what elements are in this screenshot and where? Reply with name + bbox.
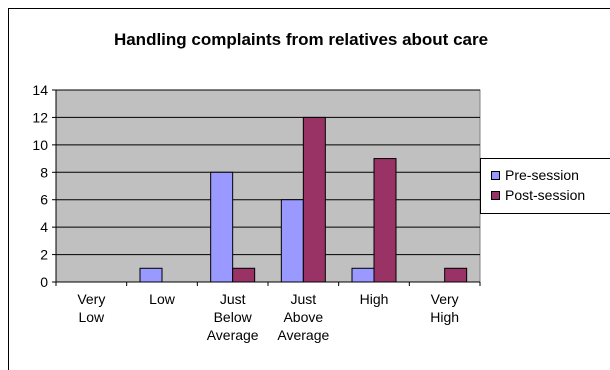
chart-legend: Pre-session Post-session	[480, 158, 610, 214]
legend-item-post-session: Post-session	[491, 187, 585, 203]
bar-post-session	[373, 158, 397, 283]
x-tick-label: High	[430, 309, 459, 325]
y-tick-label: 8	[40, 164, 48, 180]
y-tick-label: 0	[40, 274, 48, 290]
bar-pre-session	[351, 267, 375, 283]
legend-swatch-pre-session	[491, 170, 500, 180]
bar-post-session	[302, 116, 326, 283]
x-tick-label: Average	[207, 327, 259, 343]
x-tick-label: Very	[431, 291, 459, 307]
y-tick-label: 12	[32, 109, 48, 125]
legend-swatch-post-session	[491, 190, 500, 200]
x-tick-label: Very	[77, 291, 105, 307]
bar-pre-session	[280, 199, 304, 283]
bar-pre-session	[139, 267, 163, 283]
legend-label-pre-session: Pre-session	[505, 167, 579, 183]
bar-post-session	[444, 267, 468, 283]
plot-area	[55, 89, 481, 283]
x-tick-label: Just	[290, 291, 316, 307]
y-tick-label: 6	[40, 192, 48, 208]
x-tick-label: High	[360, 291, 389, 307]
bar-post-session	[232, 267, 256, 283]
y-tick-label: 10	[32, 137, 48, 153]
chart-title: Handling complaints from relatives about…	[113, 30, 489, 49]
x-tick-label: Average	[277, 327, 329, 343]
y-tick-label: 2	[40, 247, 48, 263]
x-tick-label: Low	[78, 309, 105, 325]
x-tick-label: Just	[220, 291, 246, 307]
x-tick-label: Below	[214, 309, 253, 325]
x-tick-label: Above	[283, 309, 323, 325]
bar-pre-session	[210, 171, 234, 283]
x-tick-label: Low	[149, 291, 176, 307]
y-tick-label: 4	[40, 219, 48, 235]
legend-label-post-session: Post-session	[505, 187, 586, 203]
y-tick-label: 14	[32, 82, 48, 98]
legend-item-pre-session: Pre-session	[491, 167, 579, 183]
